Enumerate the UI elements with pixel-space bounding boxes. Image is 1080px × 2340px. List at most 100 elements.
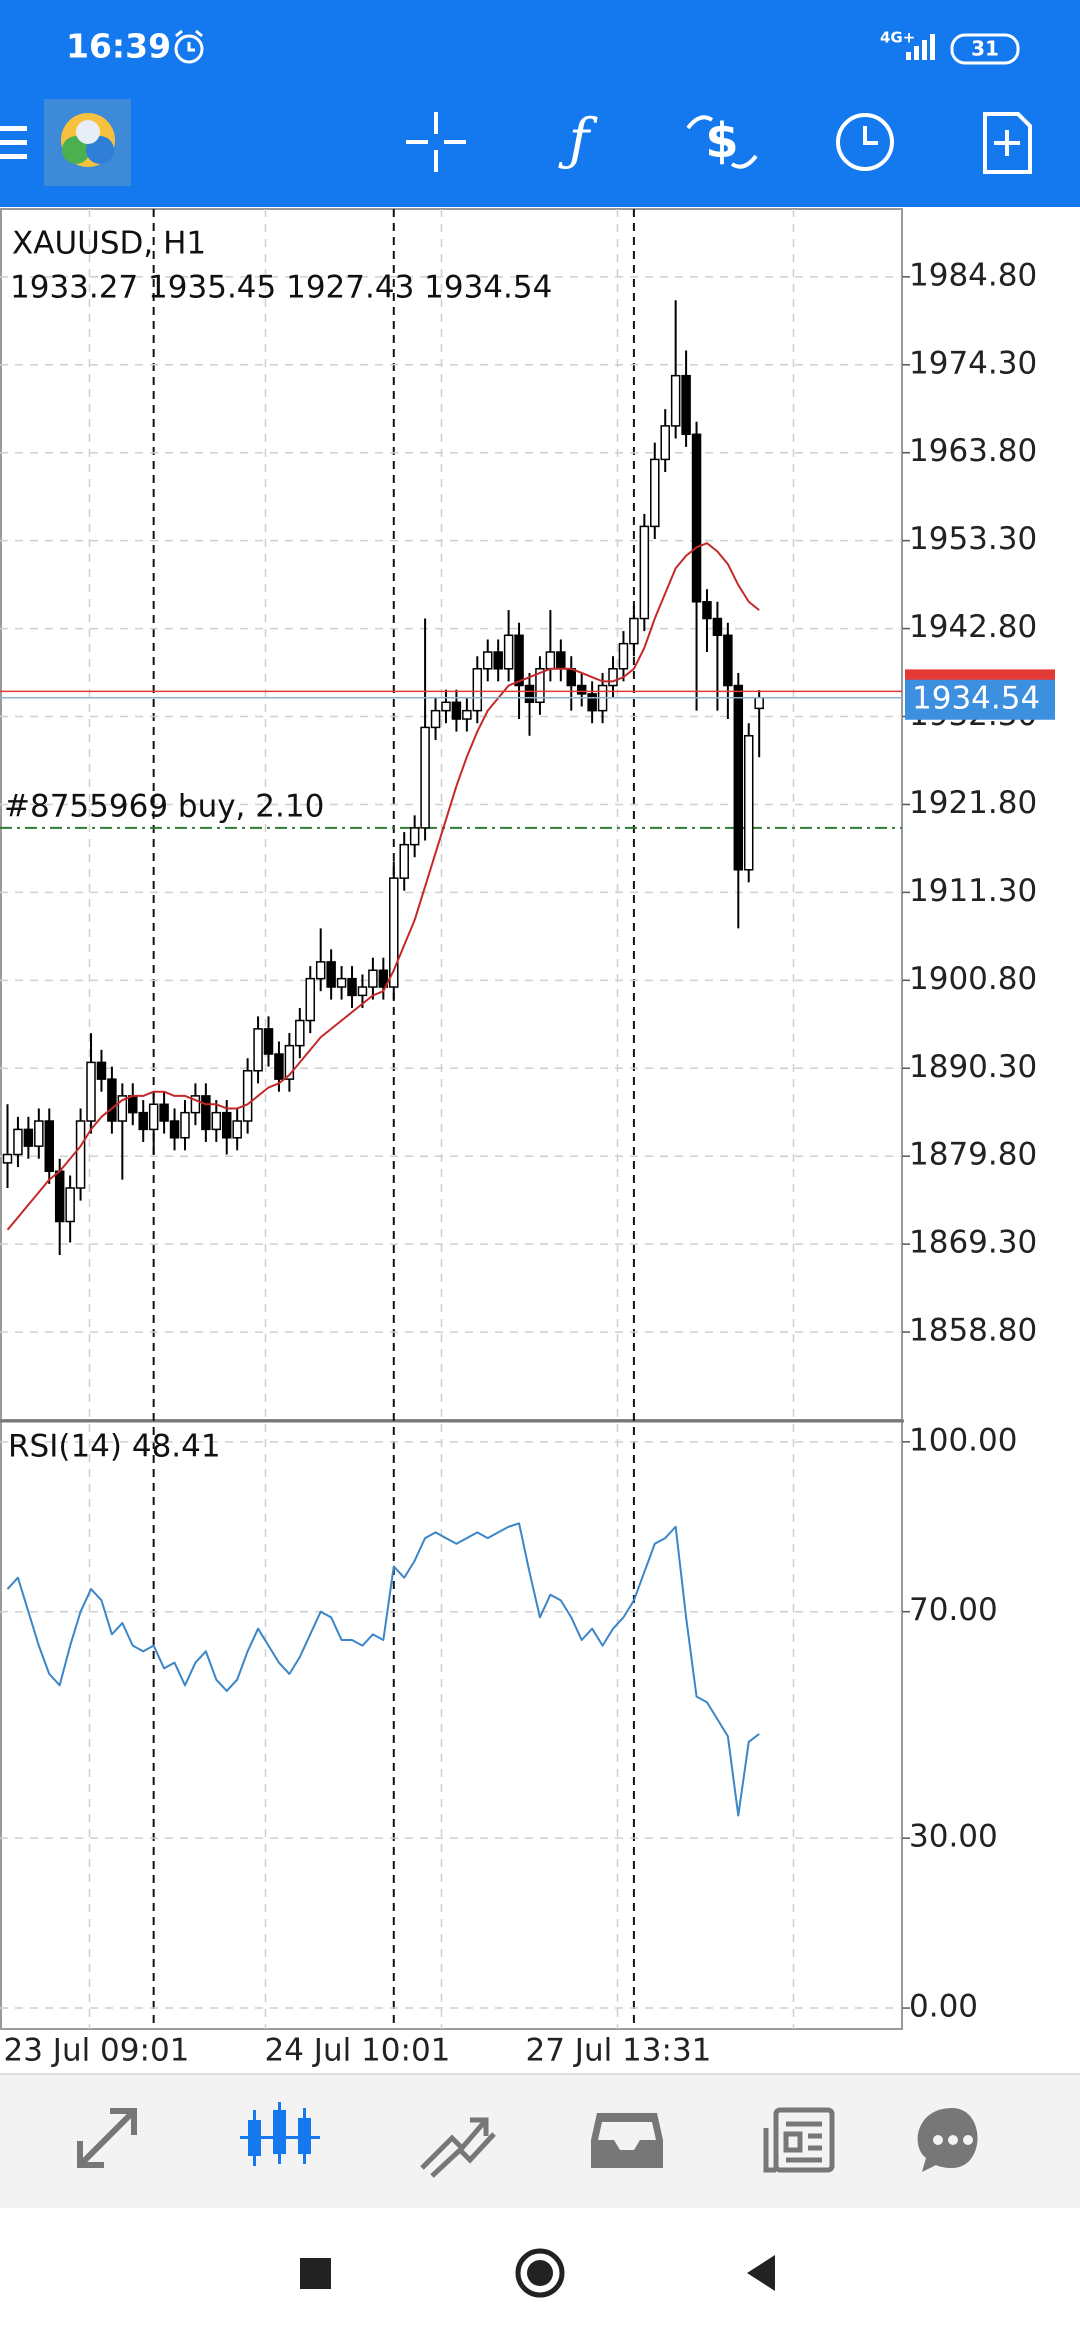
chart-tab[interactable]: [240, 2102, 320, 2166]
new-order-button[interactable]: [983, 112, 1032, 174]
y-tick-label: 1953.30: [909, 521, 1037, 557]
rsi-title: RSI(14) 48.41: [8, 1429, 221, 1465]
candle-body: [691, 433, 702, 603]
status-time: 16:39: [66, 27, 171, 66]
candle-body: [242, 1070, 253, 1122]
bid-price-tag: [905, 679, 1055, 720]
candle-body: [159, 1103, 169, 1122]
candle-body: [368, 969, 378, 988]
candle-body: [295, 1019, 305, 1047]
rsi-panel: [0, 1419, 903, 2030]
y-tick-label: 1911.30: [909, 873, 1037, 909]
candle-body: [712, 617, 723, 637]
candle-body: [44, 1120, 55, 1173]
quotes-tab[interactable]: [77, 2108, 137, 2168]
candle-body: [462, 709, 472, 720]
y-tick-label: 30.00: [909, 1819, 998, 1855]
candle-body: [2, 1153, 13, 1164]
y-tick-label: 1974.30: [909, 345, 1037, 381]
candle-body: [211, 1111, 222, 1131]
y-tick-label: 1942.80: [909, 609, 1037, 645]
candle-body: [263, 1028, 274, 1055]
candle-body: [754, 697, 764, 710]
candle-body: [315, 961, 326, 980]
candle-body: [128, 1095, 138, 1114]
candle-body: [253, 1028, 263, 1072]
candle-body: [702, 601, 712, 620]
candle-body: [639, 525, 650, 620]
order-label: #8755969 buy, 2.10: [4, 788, 324, 824]
x-tick-label: 27 Jul 13:31: [526, 2033, 712, 2069]
candle-body: [629, 617, 639, 645]
candle-body: [201, 1095, 211, 1131]
timeframe-button[interactable]: [836, 113, 894, 171]
home-button[interactable]: [515, 2248, 565, 2298]
candle-body: [75, 1120, 86, 1189]
moving-average: [6, 542, 760, 1231]
candle-body: [743, 735, 754, 871]
candle-body: [576, 684, 587, 695]
y-tick-label: 0.00: [909, 1989, 978, 2025]
network-type: 4G+: [880, 29, 915, 47]
back-button[interactable]: [747, 2255, 775, 2291]
candle-body: [347, 977, 357, 997]
bottom-nav: [0, 2074, 1080, 2208]
candle-body: [86, 1061, 96, 1122]
candle-body: [96, 1061, 107, 1080]
candle-body: [587, 693, 597, 712]
candle-body: [451, 701, 462, 720]
candle-body: [535, 668, 545, 704]
candle-body: [357, 986, 368, 997]
app-logo[interactable]: [44, 99, 131, 186]
candle-body: [190, 1095, 201, 1114]
y-tick-label: 1963.80: [909, 433, 1037, 469]
candle-body: [524, 684, 535, 704]
signal-icon: [906, 34, 935, 60]
history-tab[interactable]: [591, 2113, 663, 2168]
recents-button[interactable]: [300, 2258, 331, 2289]
rsi-line: [6, 1522, 760, 1817]
y-tick-label: 1984.80: [909, 257, 1037, 293]
candle-body: [650, 458, 660, 528]
candle-body: [169, 1120, 180, 1139]
y-tick-label: 1921.80: [909, 785, 1037, 821]
crosshair-button[interactable]: [406, 112, 466, 172]
candle-body: [472, 668, 483, 712]
candle-body: [117, 1095, 128, 1122]
candle-body: [566, 668, 577, 687]
alarm-icon: [174, 29, 204, 64]
menu-button[interactable]: [0, 126, 27, 159]
bid-price-label: 1934.54: [912, 680, 1040, 716]
y-tick-label: 70.00: [909, 1592, 998, 1628]
candle-body: [13, 1128, 23, 1156]
battery-icon: [950, 33, 1020, 65]
candle-body: [660, 425, 670, 461]
candle-body: [723, 634, 733, 687]
candle-body: [34, 1120, 44, 1147]
candle-body: [180, 1111, 190, 1139]
chat-tab[interactable]: [917, 2108, 978, 2172]
candle-body: [409, 827, 420, 846]
candle-body: [54, 1170, 65, 1223]
candle-body: [221, 1111, 232, 1139]
candle-body: [326, 961, 336, 988]
candle-body: [389, 877, 399, 988]
candle-body: [545, 651, 556, 670]
news-tab[interactable]: [763, 2107, 835, 2173]
candle-body: [681, 374, 691, 436]
symbol-button[interactable]: $: [686, 113, 758, 169]
candle-body: [670, 374, 681, 427]
chart-symbol: XAUUSD, H1: [12, 226, 206, 262]
trade-tab[interactable]: [420, 2117, 496, 2178]
candle-body: [399, 843, 409, 879]
candle-body: [493, 651, 503, 670]
candle-body: [148, 1103, 159, 1131]
svg-text:$: $: [705, 113, 738, 169]
candle-body: [420, 726, 430, 829]
candle-body: [503, 634, 514, 670]
candle-body: [65, 1187, 75, 1223]
candle-body: [305, 977, 316, 1022]
y-tick-label: 1900.80: [909, 961, 1037, 997]
candle-body: [232, 1120, 242, 1139]
